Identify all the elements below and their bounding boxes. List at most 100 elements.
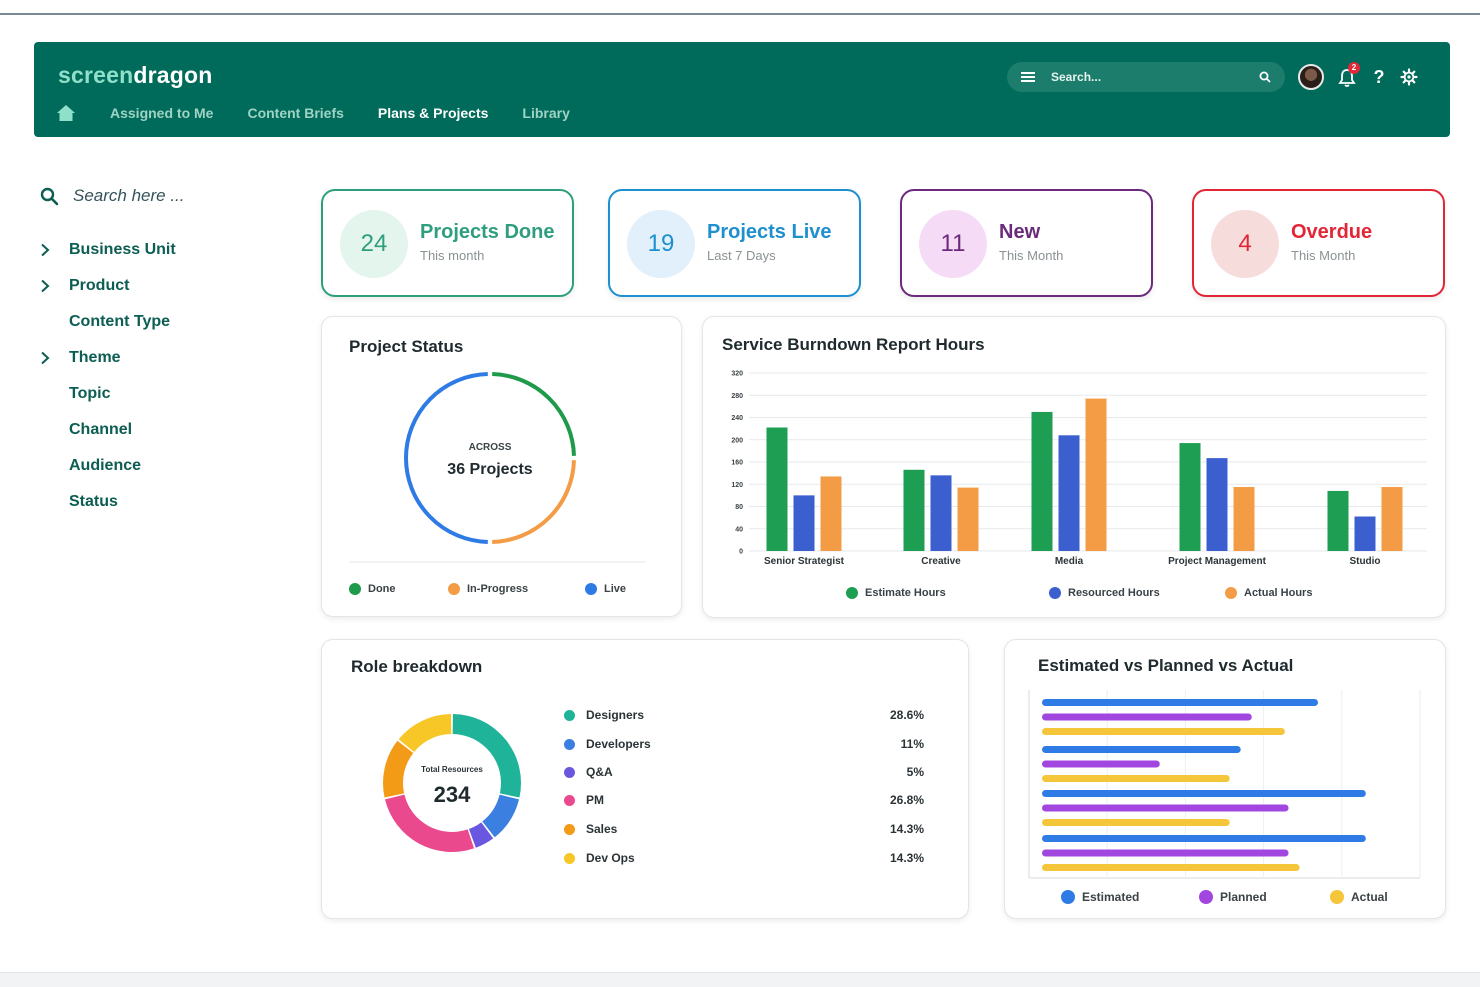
legend-planned: Planned <box>1199 890 1267 904</box>
menu-icon[interactable] <box>1021 72 1035 82</box>
role-dot <box>564 823 575 835</box>
bar-creative-estimate-hours <box>903 469 925 551</box>
role-name: Dev Ops <box>586 851 635 865</box>
panel-title: Estimated vs Planned vs Actual <box>1038 656 1294 675</box>
hbar-group-4-planned <box>1042 849 1289 857</box>
y-tick-label: 0 <box>739 549 743 556</box>
bar-creative-resourced-hours <box>930 475 952 551</box>
donut-slice-designers <box>452 714 521 798</box>
role-name: Developers <box>586 737 651 751</box>
filter-label: Business Unit <box>69 241 176 258</box>
legend-estimate-hours: Estimate Hours <box>846 587 946 599</box>
donut-center-caption: Total Resources <box>421 765 483 774</box>
legend-dot <box>1225 587 1237 599</box>
bar-studio-actual-hours <box>1381 487 1403 551</box>
x-tick-label: Senior Strategist <box>764 556 845 567</box>
project-status-ring: ACROSS 36 Projects <box>349 372 646 563</box>
hbar-group-1-estimated <box>1042 699 1318 706</box>
notifications-button[interactable]: 2 <box>1336 62 1360 88</box>
role-pct: 14.3% <box>889 851 924 865</box>
legend-label: Live <box>604 583 627 595</box>
ring-segment-done <box>492 372 576 456</box>
nav-library[interactable]: Library <box>522 105 570 121</box>
filter-theme[interactable]: Theme <box>40 340 176 376</box>
donut-slice-sales <box>383 740 414 798</box>
role-name: Designers <box>586 708 645 722</box>
hbar-group-4-estimated <box>1042 835 1366 842</box>
y-tick-label: 120 <box>731 482 743 489</box>
nav-assigned-to-me[interactable]: Assigned to Me <box>110 105 214 121</box>
service-burndown-panel: Service Burndown Report Hours 0 40 80 120 16… <box>702 316 1446 618</box>
legend-done: Done <box>349 583 396 595</box>
filter-label: Status <box>69 493 118 510</box>
legend-live: Live <box>585 583 626 595</box>
filter-content-type[interactable]: Content Type <box>40 304 176 340</box>
x-tick-label: Project Management <box>1168 556 1266 567</box>
hbar-group-2-estimated <box>1042 746 1241 753</box>
nav-plans-projects[interactable]: Plans & Projects <box>377 105 489 121</box>
legend-label: Actual <box>1351 890 1388 904</box>
legend-label: Estimated <box>1082 890 1140 904</box>
stat-card-new[interactable]: 11 New This Month <box>900 189 1153 297</box>
role-name: PM <box>586 793 604 807</box>
chevron-right-icon <box>41 351 50 365</box>
role-dot <box>564 766 575 778</box>
role-name: Q&A <box>586 765 613 779</box>
hbar-group-4-actual <box>1042 864 1300 871</box>
logo-part-dragon: dragon <box>133 62 213 88</box>
filter-audience[interactable]: Audience <box>40 448 176 484</box>
legend-estimated: Estimated <box>1061 890 1139 904</box>
user-avatar[interactable] <box>1298 64 1324 90</box>
sidebar-search-input[interactable] <box>73 186 213 206</box>
stat-title: New <box>999 221 1041 243</box>
stat-subtitle: Last 7 Days <box>707 248 776 263</box>
filter-topic[interactable]: Topic <box>40 376 176 412</box>
role-pct: 11% <box>900 737 924 751</box>
filter-label: Audience <box>69 457 142 474</box>
header-search-input[interactable] <box>1051 70 1259 84</box>
filter-list: Business Unit Product Content Type Theme… <box>40 232 176 520</box>
panel-title: Service Burndown Report Hours <box>722 335 985 354</box>
legend-label: In-Progress <box>467 583 529 595</box>
help-button[interactable]: ? <box>1373 66 1385 87</box>
x-tick-label: Creative <box>921 556 961 567</box>
donut-slice-pm <box>384 794 475 852</box>
nav-content-briefs[interactable]: Content Briefs <box>247 105 344 121</box>
y-tick-label: 160 <box>731 460 743 467</box>
gear-icon[interactable] <box>1400 68 1418 86</box>
donut-slice-q-a <box>468 822 494 848</box>
logo[interactable]: screendragon <box>58 62 213 89</box>
filter-channel[interactable]: Channel <box>40 412 176 448</box>
stat-card-projects-live[interactable]: 19 Projects Live Last 7 Days <box>608 189 861 297</box>
ring-segment-in-progress <box>492 460 576 544</box>
burndown-bar-chart: 0 40 80 120 160 200 240 280 320 Senior Strategist… <box>731 371 1427 567</box>
bar-project-management-estimate-hours <box>1179 443 1201 551</box>
project-status-panel: Project Status ACROSS 36 Projects Done I… <box>321 316 682 617</box>
hbar-group-1-planned <box>1042 713 1252 721</box>
filter-status[interactable]: Status <box>40 484 176 520</box>
filter-label: Theme <box>69 349 121 366</box>
bar-senior-strategist-estimate-hours <box>766 427 788 551</box>
stat-value: 11 <box>919 210 987 278</box>
legend-dot <box>846 587 858 599</box>
logo-part-screen: screen <box>58 62 134 88</box>
legend-label: Estimate Hours <box>865 587 946 599</box>
role-row-developers: Developers 11% <box>564 734 924 754</box>
ring-center-caption: ACROSS <box>469 442 512 453</box>
bar-senior-strategist-actual-hours <box>820 476 842 551</box>
home-icon[interactable] <box>56 104 76 122</box>
legend-actual-hours: Actual Hours <box>1225 587 1312 599</box>
role-dot <box>564 852 575 864</box>
search-icon[interactable] <box>1259 71 1271 83</box>
hbar-group-1-actual <box>1042 728 1285 735</box>
filter-label: Content Type <box>69 313 171 330</box>
hbar-group-2-planned <box>1042 760 1160 768</box>
y-tick-label: 280 <box>731 393 743 400</box>
filter-product[interactable]: Product <box>40 268 176 304</box>
legend-dot <box>1199 890 1213 904</box>
stat-card-overdue[interactable]: 4 Overdue This Month <box>1192 189 1445 297</box>
header-actions: 2 ? <box>1298 62 1418 90</box>
stat-card-projects-done[interactable]: 24 Projects Done This month <box>321 189 574 297</box>
filter-business-unit[interactable]: Business Unit <box>40 232 176 268</box>
stat-value: 24 <box>340 210 408 278</box>
